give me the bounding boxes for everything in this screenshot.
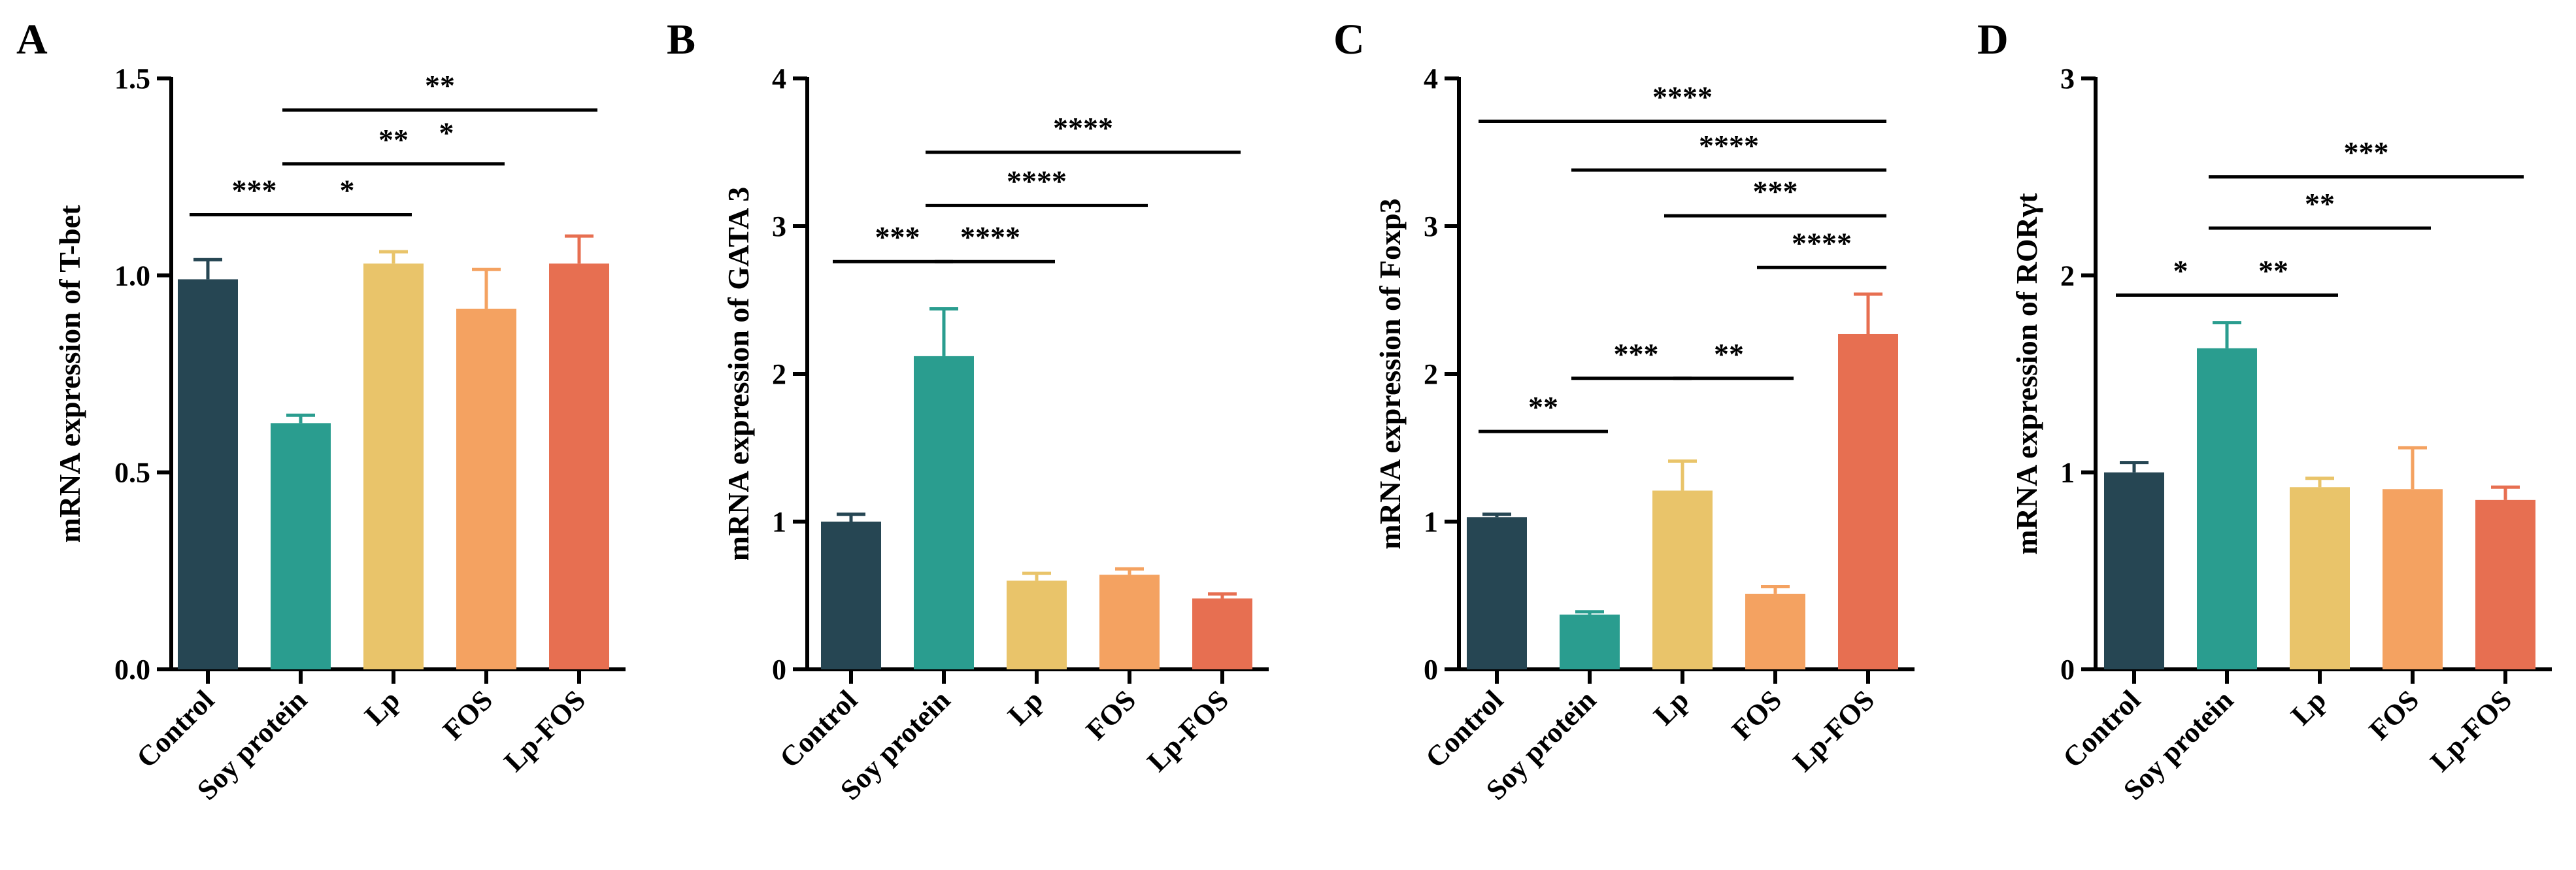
y-tick-label: 3 <box>772 210 786 243</box>
y-tick-label: 0.0 <box>114 654 150 686</box>
significance-label: * <box>340 174 355 207</box>
y-tick-label: 4 <box>1424 63 1438 95</box>
y-tick-label: 1.5 <box>114 63 150 95</box>
significance-label: ** <box>378 123 409 156</box>
y-tick-label: 1.0 <box>114 259 150 292</box>
bar-lp <box>363 263 424 670</box>
y-tick-label: 1 <box>2060 457 2075 489</box>
y-tick-label: 0 <box>2060 654 2075 686</box>
x-tick-label: FOS <box>1726 684 1788 746</box>
x-tick-label: FOS <box>2363 684 2425 746</box>
x-tick-label: Control <box>1419 684 1509 774</box>
bar-soy-protein <box>271 423 331 669</box>
bar-control <box>1467 517 1527 669</box>
x-tick-label: Lp <box>358 684 406 731</box>
y-axis-label: mRNA expression of RORγt <box>2010 193 2043 555</box>
significance-label: **** <box>960 220 1020 254</box>
x-tick-label: FOS <box>437 684 499 746</box>
bar-fos <box>456 309 516 669</box>
bar-lp <box>1007 580 1067 669</box>
bar-lp-fos <box>1192 598 1252 669</box>
panel-letter: C <box>1333 16 1365 63</box>
y-tick-label: 2 <box>772 358 786 390</box>
y-axis-label: mRNA expression of Foxp3 <box>1373 198 1407 549</box>
x-tick-label: Lp <box>2284 684 2332 731</box>
x-tick-label: FOS <box>1080 684 1142 746</box>
bar-lp-fos <box>1838 333 1898 670</box>
significance-label: *** <box>1753 175 1798 208</box>
bar-soy-protein <box>1560 614 1620 669</box>
y-tick-label: 3 <box>2060 63 2075 95</box>
y-axis-label: mRNA expression of T-bet <box>53 205 86 543</box>
significance-label: ** <box>2258 254 2288 287</box>
bar-fos <box>2383 489 2443 669</box>
y-tick-label: 0.5 <box>114 457 150 489</box>
y-tick-label: 1 <box>772 506 786 538</box>
significance-label: **** <box>1053 111 1113 144</box>
x-tick-label: Lp <box>1647 684 1695 731</box>
bar-lp <box>1652 490 1713 669</box>
bar-lp <box>2290 487 2350 669</box>
x-tick-label: Lp <box>1001 684 1049 731</box>
x-tick-label: Control <box>773 684 863 774</box>
significance-label: ** <box>1528 390 1558 424</box>
significance-label: ** <box>2305 187 2335 220</box>
significance-label: *** <box>1614 337 1659 371</box>
x-tick-label: Control <box>130 684 220 774</box>
y-tick-label: 2 <box>1424 358 1438 390</box>
x-tick-label: Lp-FOS <box>1786 684 1881 778</box>
bar-control <box>178 279 238 669</box>
bar-lp-fos <box>2475 499 2535 669</box>
bar-control <box>2104 472 2164 669</box>
y-tick-label: 4 <box>772 63 786 95</box>
panel-letter: B <box>667 16 695 63</box>
x-tick-label: Lp-FOS <box>2424 684 2518 778</box>
panel-letter: D <box>1977 16 2009 63</box>
y-axis-label: mRNA expression of GATA 3 <box>722 187 755 561</box>
significance-label-extra: * <box>439 116 454 149</box>
significance-label: *** <box>875 220 920 254</box>
significance-label: * <box>2173 254 2188 287</box>
bar-fos <box>1099 575 1160 669</box>
panel-letter: A <box>16 16 48 63</box>
bar-lp-fos <box>549 263 609 670</box>
panel-A: A 0.0 0.5 1.0 1.5 mRNA expression of T-bet Con… <box>16 16 626 806</box>
bar-control <box>821 522 881 669</box>
bar-soy-protein <box>914 356 974 669</box>
significance-label: **** <box>1007 164 1067 197</box>
y-tick-label: 0 <box>772 654 786 686</box>
bar-soy-protein <box>2197 348 2257 669</box>
significance-label: **** <box>1699 129 1759 162</box>
x-tick-label: Lp-FOS <box>1141 684 1235 778</box>
significance-label: **** <box>1792 226 1852 259</box>
x-tick-label: Lp-FOS <box>497 684 592 778</box>
significance-label: *** <box>2344 136 2389 169</box>
y-tick-label: 1 <box>1424 506 1438 538</box>
bar-fos <box>1745 594 1805 669</box>
y-tick-label: 2 <box>2060 259 2075 292</box>
x-tick-label: Control <box>2056 684 2147 774</box>
significance-label: *** <box>232 174 277 207</box>
significance-label: ** <box>1714 337 1744 371</box>
significance-label: **** <box>1652 80 1713 114</box>
significance-label: ** <box>425 69 455 102</box>
y-tick-label: 3 <box>1424 210 1438 243</box>
y-tick-label: 0 <box>1424 654 1438 686</box>
